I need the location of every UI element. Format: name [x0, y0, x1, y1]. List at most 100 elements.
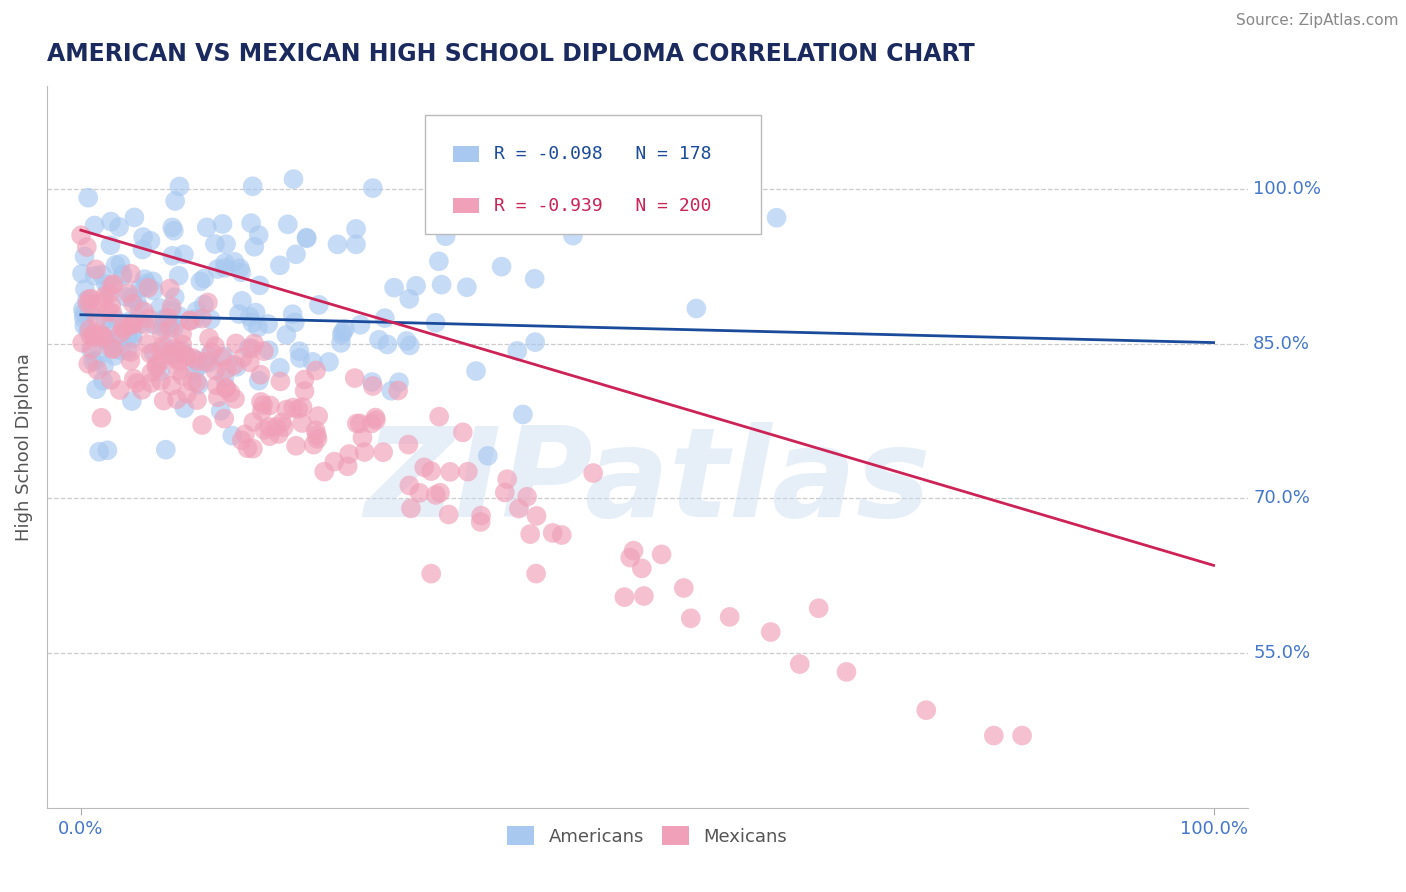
Point: [232, 351, 254, 365]
Point: [456, 280, 478, 294]
Point: [121, 331, 143, 345]
Point: [323, 455, 346, 469]
Legend: Americans, Mexicans: Americans, Mexicans: [501, 819, 794, 853]
Point: [149, 301, 172, 315]
Point: [167, 268, 190, 283]
Point: [200, 312, 222, 326]
Point: [281, 307, 304, 321]
Point: [295, 230, 318, 244]
Point: [212, 349, 235, 363]
Point: [224, 255, 246, 269]
Point: [76, 240, 98, 254]
Point: [94, 312, 117, 326]
Point: [228, 307, 250, 321]
Point: [141, 366, 163, 380]
Point: [249, 278, 271, 293]
Point: [346, 417, 368, 431]
Point: [179, 313, 201, 327]
Point: [128, 301, 150, 316]
Point: [269, 258, 291, 272]
Point: [136, 337, 159, 351]
Point: [103, 277, 125, 291]
Text: 55.0%: 55.0%: [1253, 644, 1310, 662]
Text: R = -0.098   N = 178: R = -0.098 N = 178: [494, 145, 711, 163]
Point: [214, 256, 236, 270]
Point: [84, 382, 107, 396]
Point: [353, 445, 375, 459]
Point: [257, 317, 280, 331]
Point: [155, 340, 177, 354]
Point: [70, 228, 93, 243]
Point: [100, 373, 122, 387]
Point: [437, 508, 460, 522]
Point: [243, 240, 266, 254]
Point: [361, 181, 384, 195]
Point: [131, 383, 153, 397]
Point: [91, 329, 114, 343]
Point: [176, 386, 198, 401]
Point: [294, 372, 316, 386]
Point: [73, 306, 96, 320]
Point: [172, 326, 194, 341]
Point: [167, 343, 190, 358]
Point: [90, 268, 112, 282]
Point: [70, 267, 93, 281]
Point: [204, 363, 226, 377]
Point: [330, 327, 353, 342]
Point: [157, 348, 180, 362]
Point: [259, 429, 281, 443]
Point: [374, 311, 396, 326]
Point: [211, 217, 233, 231]
Point: [285, 439, 308, 453]
Point: [429, 485, 451, 500]
Point: [349, 417, 371, 431]
Point: [114, 290, 136, 304]
Point: [191, 417, 214, 432]
Point: [387, 384, 409, 398]
Point: [1011, 729, 1033, 743]
Text: ZIPatlas: ZIPatlas: [364, 422, 931, 543]
Point: [73, 282, 96, 296]
Point: [214, 370, 236, 384]
Point: [491, 260, 513, 274]
Point: [145, 360, 167, 375]
Point: [159, 317, 181, 331]
Point: [197, 295, 219, 310]
Point: [77, 324, 100, 338]
Point: [242, 316, 264, 330]
Point: [457, 465, 479, 479]
Point: [519, 527, 541, 541]
FancyBboxPatch shape: [425, 115, 761, 234]
Point: [360, 417, 382, 431]
Point: [373, 445, 395, 459]
Point: [118, 315, 141, 329]
Point: [96, 443, 118, 458]
Point: [163, 321, 186, 335]
Point: [136, 281, 159, 295]
Point: [186, 393, 208, 408]
Point: [117, 286, 139, 301]
Point: [134, 279, 156, 293]
Point: [190, 274, 212, 288]
Point: [496, 472, 519, 486]
Point: [267, 426, 290, 441]
Point: [343, 371, 366, 385]
Point: [257, 343, 280, 358]
Point: [240, 216, 263, 230]
Point: [79, 322, 101, 336]
Point: [84, 353, 107, 368]
Point: [281, 401, 304, 415]
Point: [336, 459, 359, 474]
Point: [524, 566, 547, 581]
Point: [181, 351, 204, 365]
Point: [193, 298, 215, 312]
Point: [305, 428, 328, 442]
Point: [224, 392, 246, 406]
Point: [240, 342, 263, 356]
Point: [79, 304, 101, 318]
Point: [70, 335, 93, 350]
Point: [439, 465, 461, 479]
Point: [76, 296, 98, 310]
Point: [915, 703, 938, 717]
Point: [111, 320, 134, 334]
